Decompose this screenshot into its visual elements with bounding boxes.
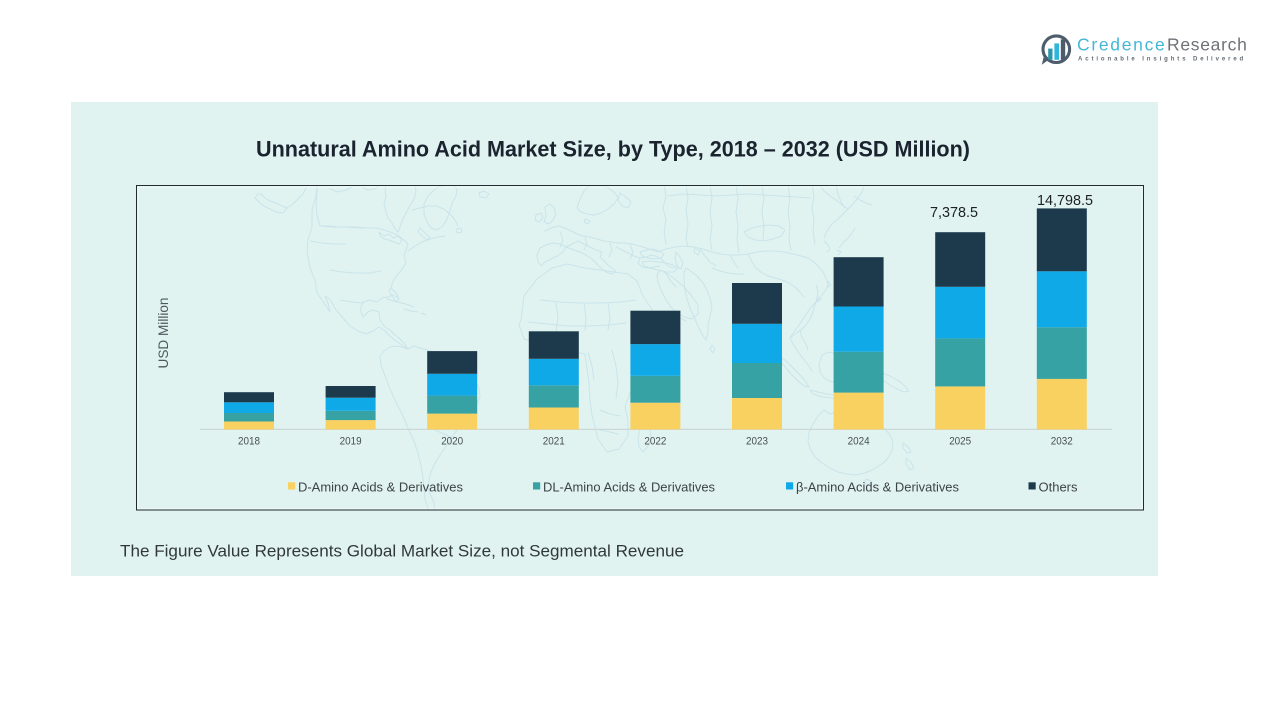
svg-text:14,798.5: 14,798.5 xyxy=(1037,193,1093,209)
svg-text:Research: Research xyxy=(1167,35,1248,55)
svg-text:2025: 2025 xyxy=(949,436,971,448)
svg-text:2024: 2024 xyxy=(848,436,870,448)
svg-text:2019: 2019 xyxy=(340,436,362,448)
svg-text:7,378.5: 7,378.5 xyxy=(930,205,978,221)
svg-text:2021: 2021 xyxy=(543,436,565,448)
svg-text:Credence: Credence xyxy=(1077,35,1166,55)
svg-text:Actionable Insights Delivered: Actionable Insights Delivered xyxy=(1078,57,1246,63)
svg-text:2023: 2023 xyxy=(746,436,768,448)
svg-text:Unnatural Amino Acid Market Si: Unnatural Amino Acid Market Size, by Typ… xyxy=(256,137,970,162)
svg-text:2022: 2022 xyxy=(644,436,666,448)
svg-text:β-Amino Acids & Derivatives: β-Amino Acids & Derivatives xyxy=(796,480,959,495)
svg-text:2032: 2032 xyxy=(1051,436,1073,448)
svg-text:The Figure Value Represents Gl: The Figure Value Represents Global Marke… xyxy=(120,542,684,561)
svg-text:2018: 2018 xyxy=(238,436,260,448)
svg-text:Others: Others xyxy=(1039,480,1078,495)
svg-text:D-Amino Acids & Derivatives: D-Amino Acids & Derivatives xyxy=(298,480,463,495)
svg-text:DL-Amino Acids & Derivatives: DL-Amino Acids & Derivatives xyxy=(543,480,715,495)
svg-text:2020: 2020 xyxy=(441,436,463,448)
svg-text:USD Million: USD Million xyxy=(156,298,171,369)
